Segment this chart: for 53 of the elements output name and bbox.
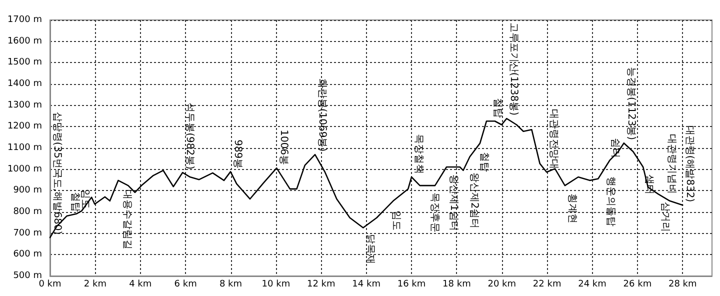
annotation: 왕산제2쉼터	[468, 172, 480, 229]
y-tick-label: 1000 m	[7, 164, 42, 174]
annotation: 철탑	[492, 98, 504, 118]
y-tick-label: 1200 m	[7, 122, 42, 132]
y-tick-label: 1100 m	[7, 143, 42, 153]
x-tick-label: 12 km	[306, 280, 336, 290]
annotation: 삽당령(35번국도,해발680)	[52, 112, 62, 235]
x-tick-label: 16 km	[397, 280, 426, 290]
annotation: 대관령기념비	[666, 134, 678, 194]
annotation: 횡계현	[566, 194, 578, 224]
annotation: 1006봉	[278, 130, 290, 166]
x-tick-label: 22 km	[532, 280, 562, 290]
annotation: 닭목재	[364, 234, 376, 264]
x-tick-label: 18 km	[442, 280, 471, 290]
y-tick-label: 600 m	[13, 250, 42, 260]
annotation: 임도	[80, 189, 91, 209]
annotation: 대용수갈림길	[122, 189, 133, 250]
annotation: 석두봉(982봉)	[184, 102, 196, 170]
x-tick-label: 8 km	[219, 280, 242, 290]
annotation: 철탑	[478, 152, 490, 172]
annotation: 행운의돌탑	[605, 176, 616, 227]
annotation: 고루포기산(1238봉)	[508, 22, 520, 116]
x-tick-label: 4 km	[129, 280, 152, 290]
annotation: 목장철책	[413, 134, 424, 174]
y-tick-label: 1500 m	[7, 58, 42, 68]
annotation: 삼거리	[660, 202, 671, 232]
annotation: 화란봉(1069봉)	[316, 78, 328, 152]
y-tick-label: 500 m	[13, 271, 42, 281]
annotation: 989봉	[232, 140, 244, 169]
x-tick-label: 26 km	[623, 280, 652, 290]
y-tick-label: 1600 m	[7, 36, 42, 46]
annotation: 대관령(해발832)	[684, 125, 696, 202]
x-tick-label: 14 km	[352, 280, 380, 290]
annotation: 대관령전망대	[548, 109, 560, 170]
annotation: 임도	[390, 210, 402, 231]
annotation: 철탑	[70, 192, 81, 212]
annotation: 목장후문	[428, 192, 440, 233]
y-tick-label: 800 m	[13, 207, 42, 217]
x-tick-label: 6 km	[174, 280, 197, 290]
annotation: 능경봉(1123봉)	[625, 66, 636, 140]
y-tick-label: 1400 m	[7, 79, 42, 89]
x-tick-label: 24 km	[578, 280, 606, 290]
annotation: 쉼터	[610, 138, 621, 158]
y-tick-label: 900 m	[13, 186, 42, 196]
x-tick-label: 0 km	[38, 280, 62, 290]
annotation: 왕산제1쉼터	[448, 174, 460, 231]
x-tick-label: 2 km	[84, 280, 106, 290]
x-tick-label: 10 km	[262, 280, 290, 290]
x-tick-label: 28 km	[668, 280, 697, 290]
y-tick-label: 700 m	[13, 228, 42, 238]
y-tick-label: 1300 m	[7, 100, 42, 110]
x-tick-label: 20 km	[488, 280, 516, 290]
y-tick-label: 1700 m	[7, 15, 42, 25]
